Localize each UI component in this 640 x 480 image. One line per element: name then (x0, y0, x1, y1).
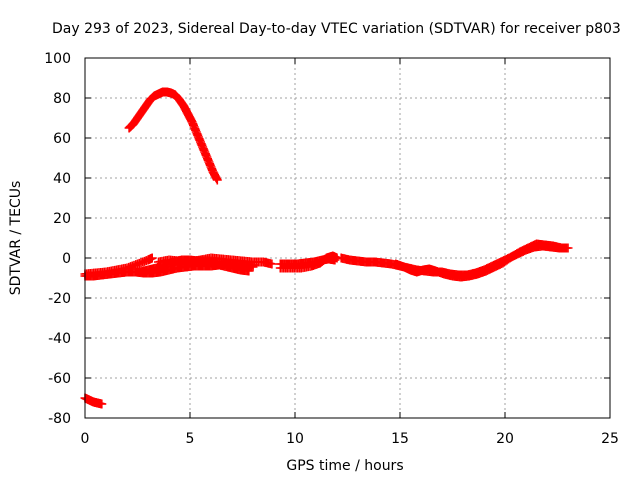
y-tick-label: -40 (48, 331, 71, 347)
y-tick-label: 80 (53, 91, 71, 107)
y-tick-label: 20 (53, 211, 71, 227)
y-tick-label: 100 (44, 51, 71, 67)
data-point (97, 399, 107, 409)
y-tick-label: 40 (53, 171, 71, 187)
series-band-7 (275, 251, 342, 273)
y-tick-label: -20 (48, 291, 71, 307)
x-tick-label: 15 (391, 431, 409, 447)
axis-ticks: 0 5 10 15 20 25 -80 -60 -40 -20 0 20 40 60 80 100 (44, 51, 619, 447)
series-band-5 (175, 255, 258, 272)
x-tick-label: 5 (186, 431, 195, 447)
grid-lines (85, 58, 610, 418)
x-tick-label: 25 (601, 431, 619, 447)
series-band-9 (391, 239, 567, 282)
plot-frame (84, 57, 611, 419)
y-tick-label: 60 (53, 131, 71, 147)
data-marks (80, 87, 573, 409)
y-tick-label: -80 (48, 411, 71, 427)
x-tick-label: 0 (81, 431, 90, 447)
data-point (212, 175, 222, 185)
data-point (147, 253, 157, 263)
series-arc-high (124, 87, 222, 185)
data-point (267, 259, 277, 269)
chart-title: Day 293 of 2023, Sidereal Day-to-day VTE… (52, 21, 621, 37)
x-tick-label: 10 (286, 431, 304, 447)
data-point (557, 243, 567, 253)
data-point (248, 262, 258, 272)
y-axis-label: SDTVAR / TECUs (8, 181, 24, 296)
x-tick-label: 20 (496, 431, 514, 447)
y-tick-label: 0 (62, 251, 71, 267)
x-axis-label: GPS time / hours (286, 458, 403, 474)
y-tick-label: -60 (48, 371, 71, 387)
